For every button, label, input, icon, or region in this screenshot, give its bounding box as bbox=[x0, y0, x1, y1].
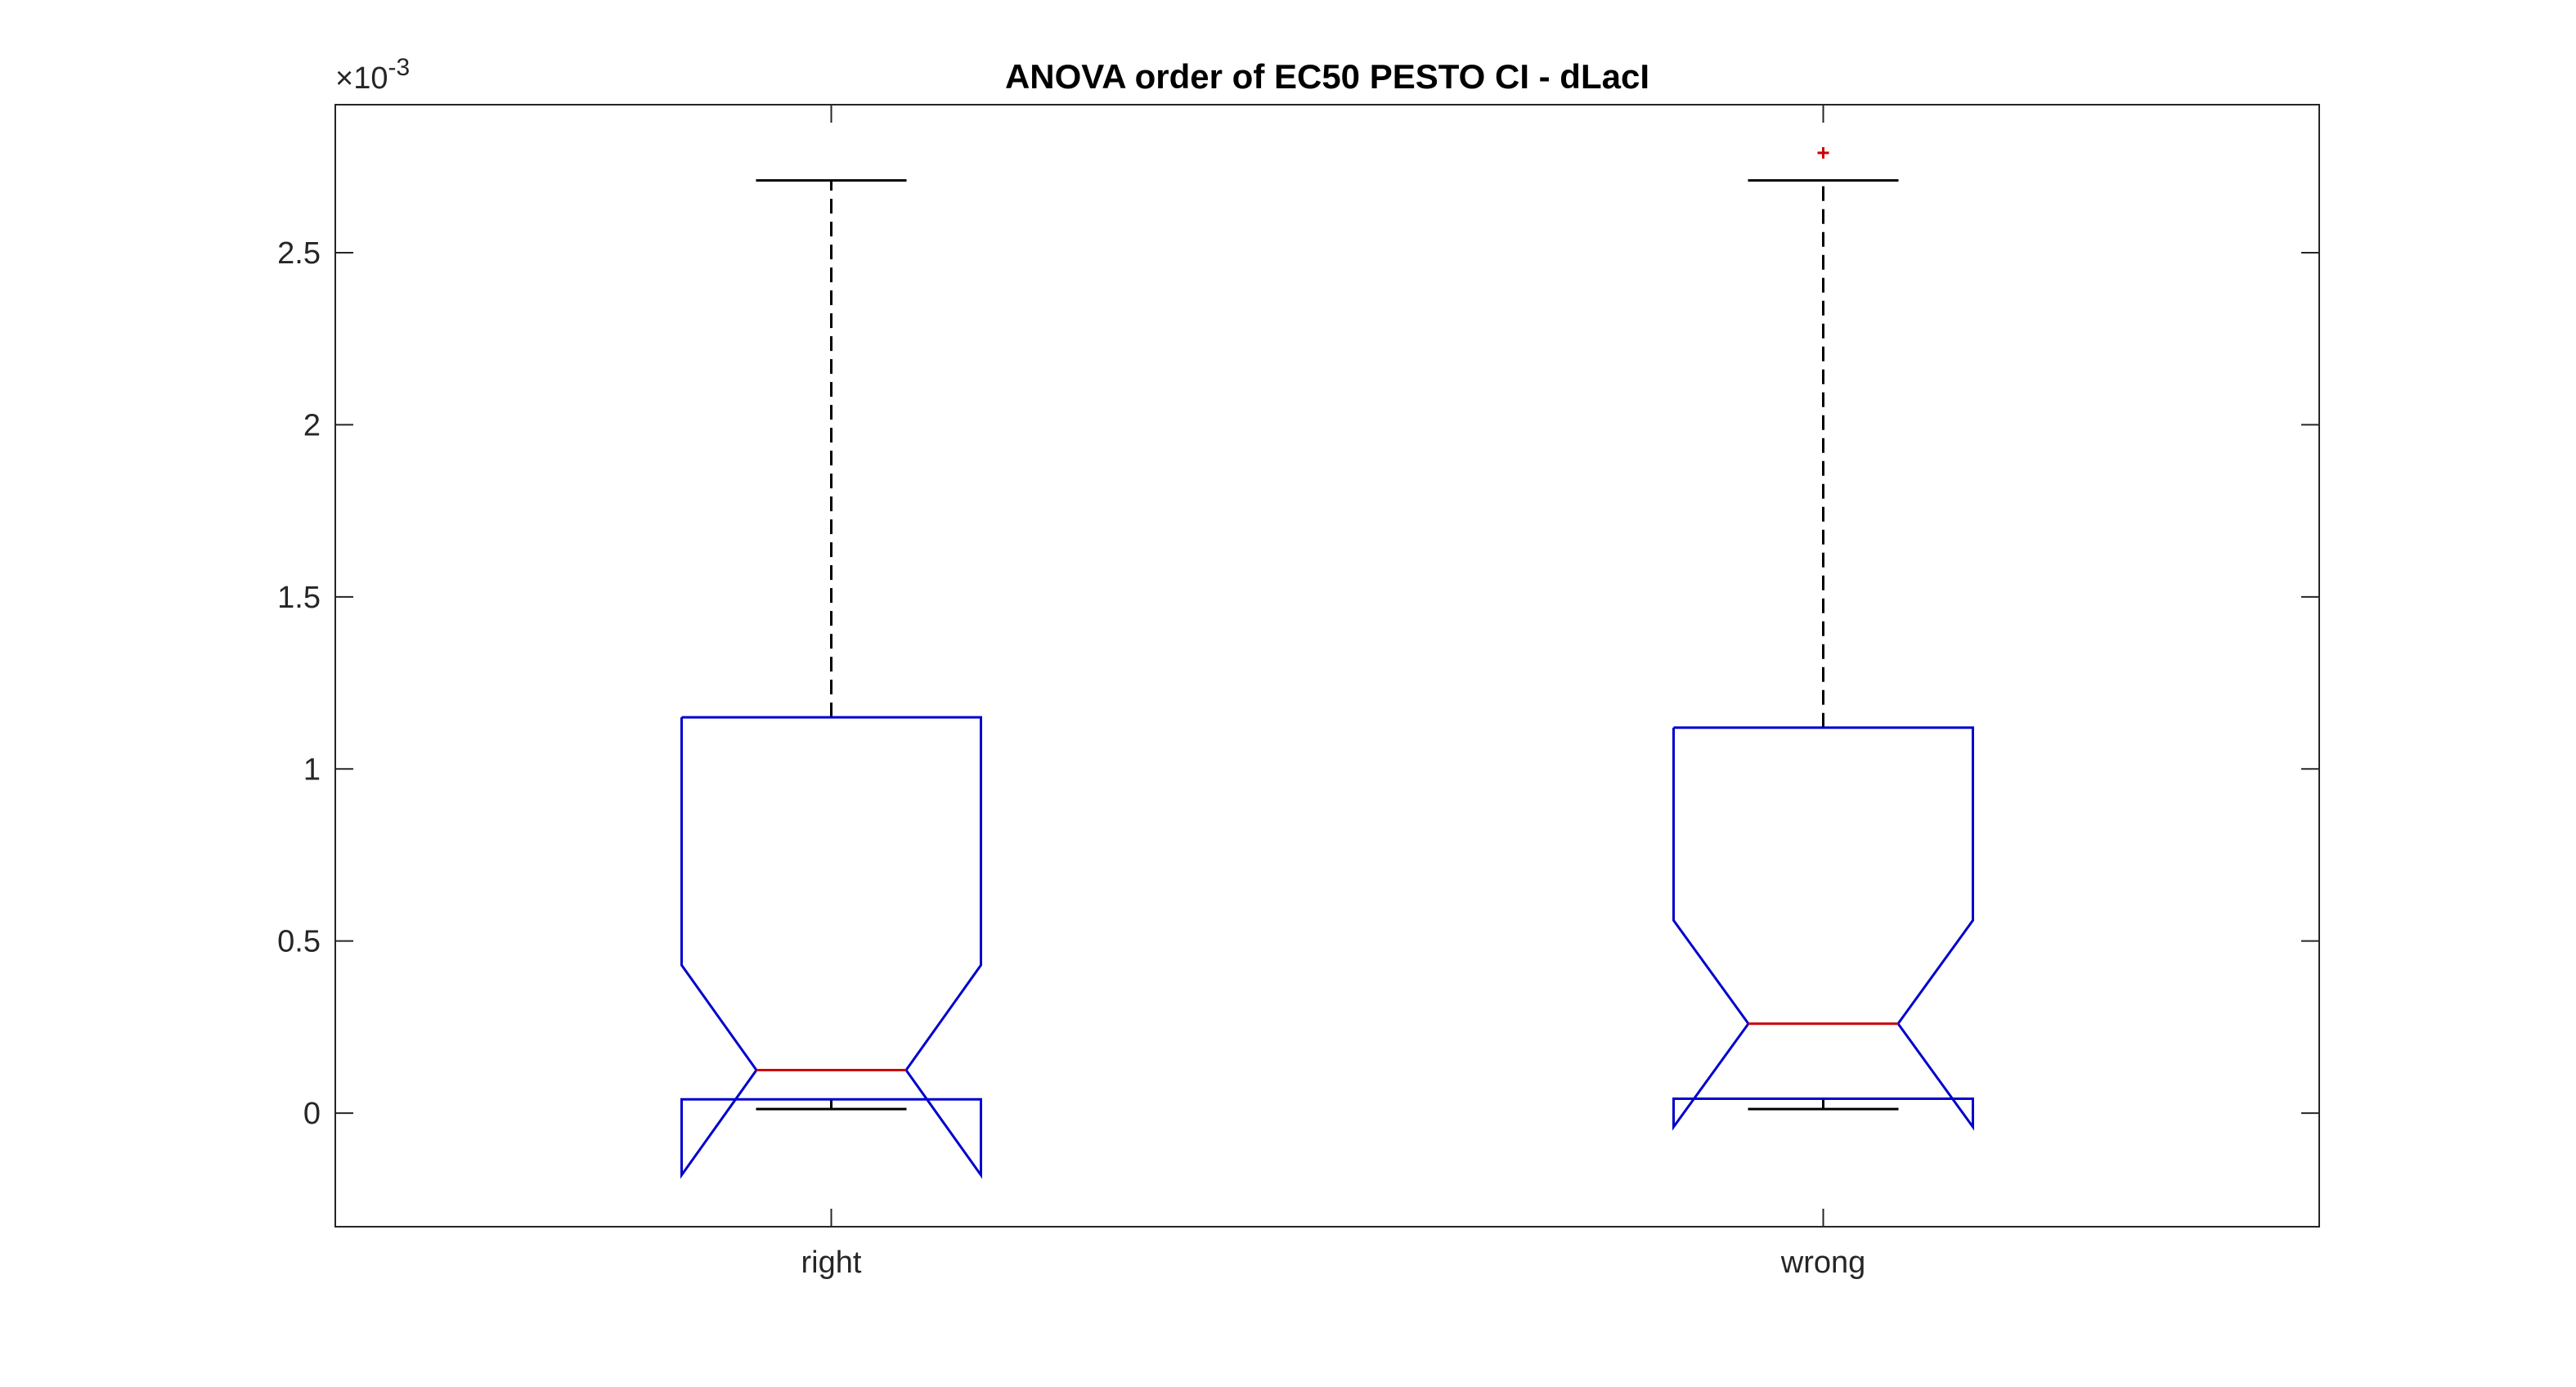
y-tick-label: 1 bbox=[303, 752, 321, 787]
notched-box bbox=[680, 716, 982, 1179]
x-axis-ticks: right wrong bbox=[801, 105, 1866, 1280]
x-tick-label-wrong: wrong bbox=[1780, 1246, 1866, 1280]
y-tick-label: 0.5 bbox=[277, 925, 321, 959]
box-group bbox=[680, 146, 1974, 1179]
box-wrong bbox=[1672, 146, 1974, 1131]
y-axis-exponent: ×10-3 bbox=[335, 54, 410, 96]
axes-frame bbox=[334, 104, 2320, 1228]
y-axis-exponent-power: -3 bbox=[388, 54, 410, 81]
x-tick-label-right: right bbox=[801, 1246, 862, 1280]
y-tick-label: 2 bbox=[303, 408, 321, 442]
y-axis-exponent-base: ×10 bbox=[335, 61, 388, 96]
y-tick-label: 2.5 bbox=[277, 236, 321, 271]
outlier-marker bbox=[1817, 146, 1829, 159]
y-axis-ticks: 0 0.5 1 1.5 2 2.5 bbox=[277, 236, 2319, 1131]
y-tick-label: 0 bbox=[303, 1097, 321, 1131]
chart-title: ANOVA order of EC50 PESTO CI - dLacI bbox=[1005, 57, 1649, 96]
notched-box bbox=[1672, 726, 1974, 1131]
y-tick-label: 1.5 bbox=[277, 581, 321, 615]
box-right bbox=[680, 179, 982, 1179]
